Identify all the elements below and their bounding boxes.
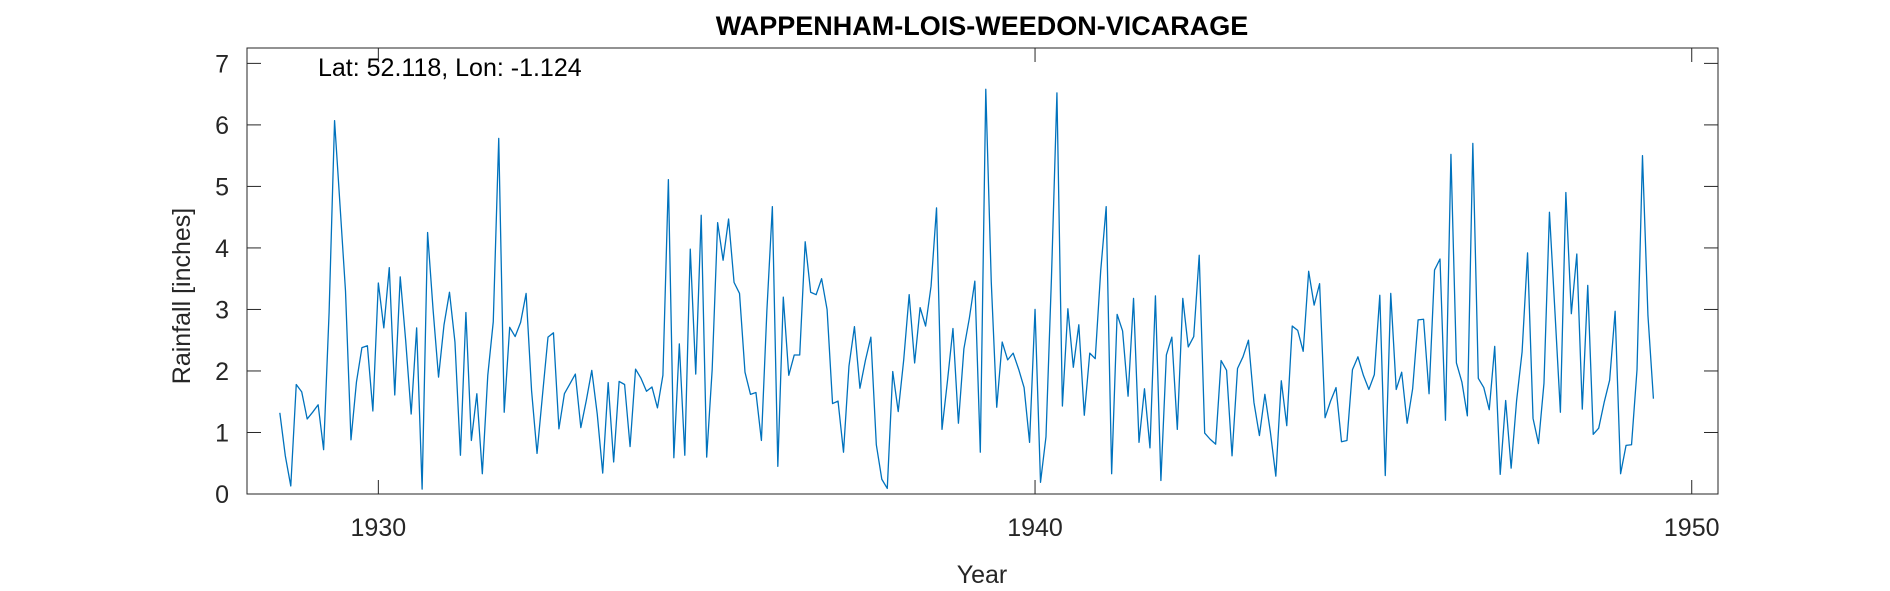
chart-title: WAPPENHAM-LOIS-WEEDON-VICARAGE (716, 11, 1249, 41)
y-tick-label: 5 (215, 173, 229, 201)
x-tick-label: 1940 (1007, 514, 1063, 542)
y-tick-label: 1 (215, 419, 229, 447)
y-tick-label: 4 (215, 235, 229, 263)
x-tick-label: 1930 (351, 514, 407, 542)
y-axis-ticks: 0 1 2 3 4 5 6 7 (215, 50, 1718, 509)
plot-frame (246, 47, 1719, 495)
y-tick-label: 7 (215, 50, 229, 78)
axes-box (246, 47, 1719, 495)
series-group (279, 88, 1655, 490)
x-tick-label: 1950 (1664, 514, 1720, 542)
y-tick-label: 6 (215, 112, 229, 140)
rainfall-series-line (279, 88, 1655, 490)
x-axis-label: Year (957, 561, 1008, 589)
y-tick-label: 0 (215, 481, 229, 509)
x-axis-ticks: 1930 1940 1950 (351, 48, 1720, 542)
station-coordinates-annotation: Lat: 52.118, Lon: -1.124 (318, 54, 582, 82)
y-axis-label: Rainfall [inches] (168, 208, 196, 384)
y-tick-label: 2 (215, 358, 229, 386)
y-tick-label: 3 (215, 296, 229, 324)
